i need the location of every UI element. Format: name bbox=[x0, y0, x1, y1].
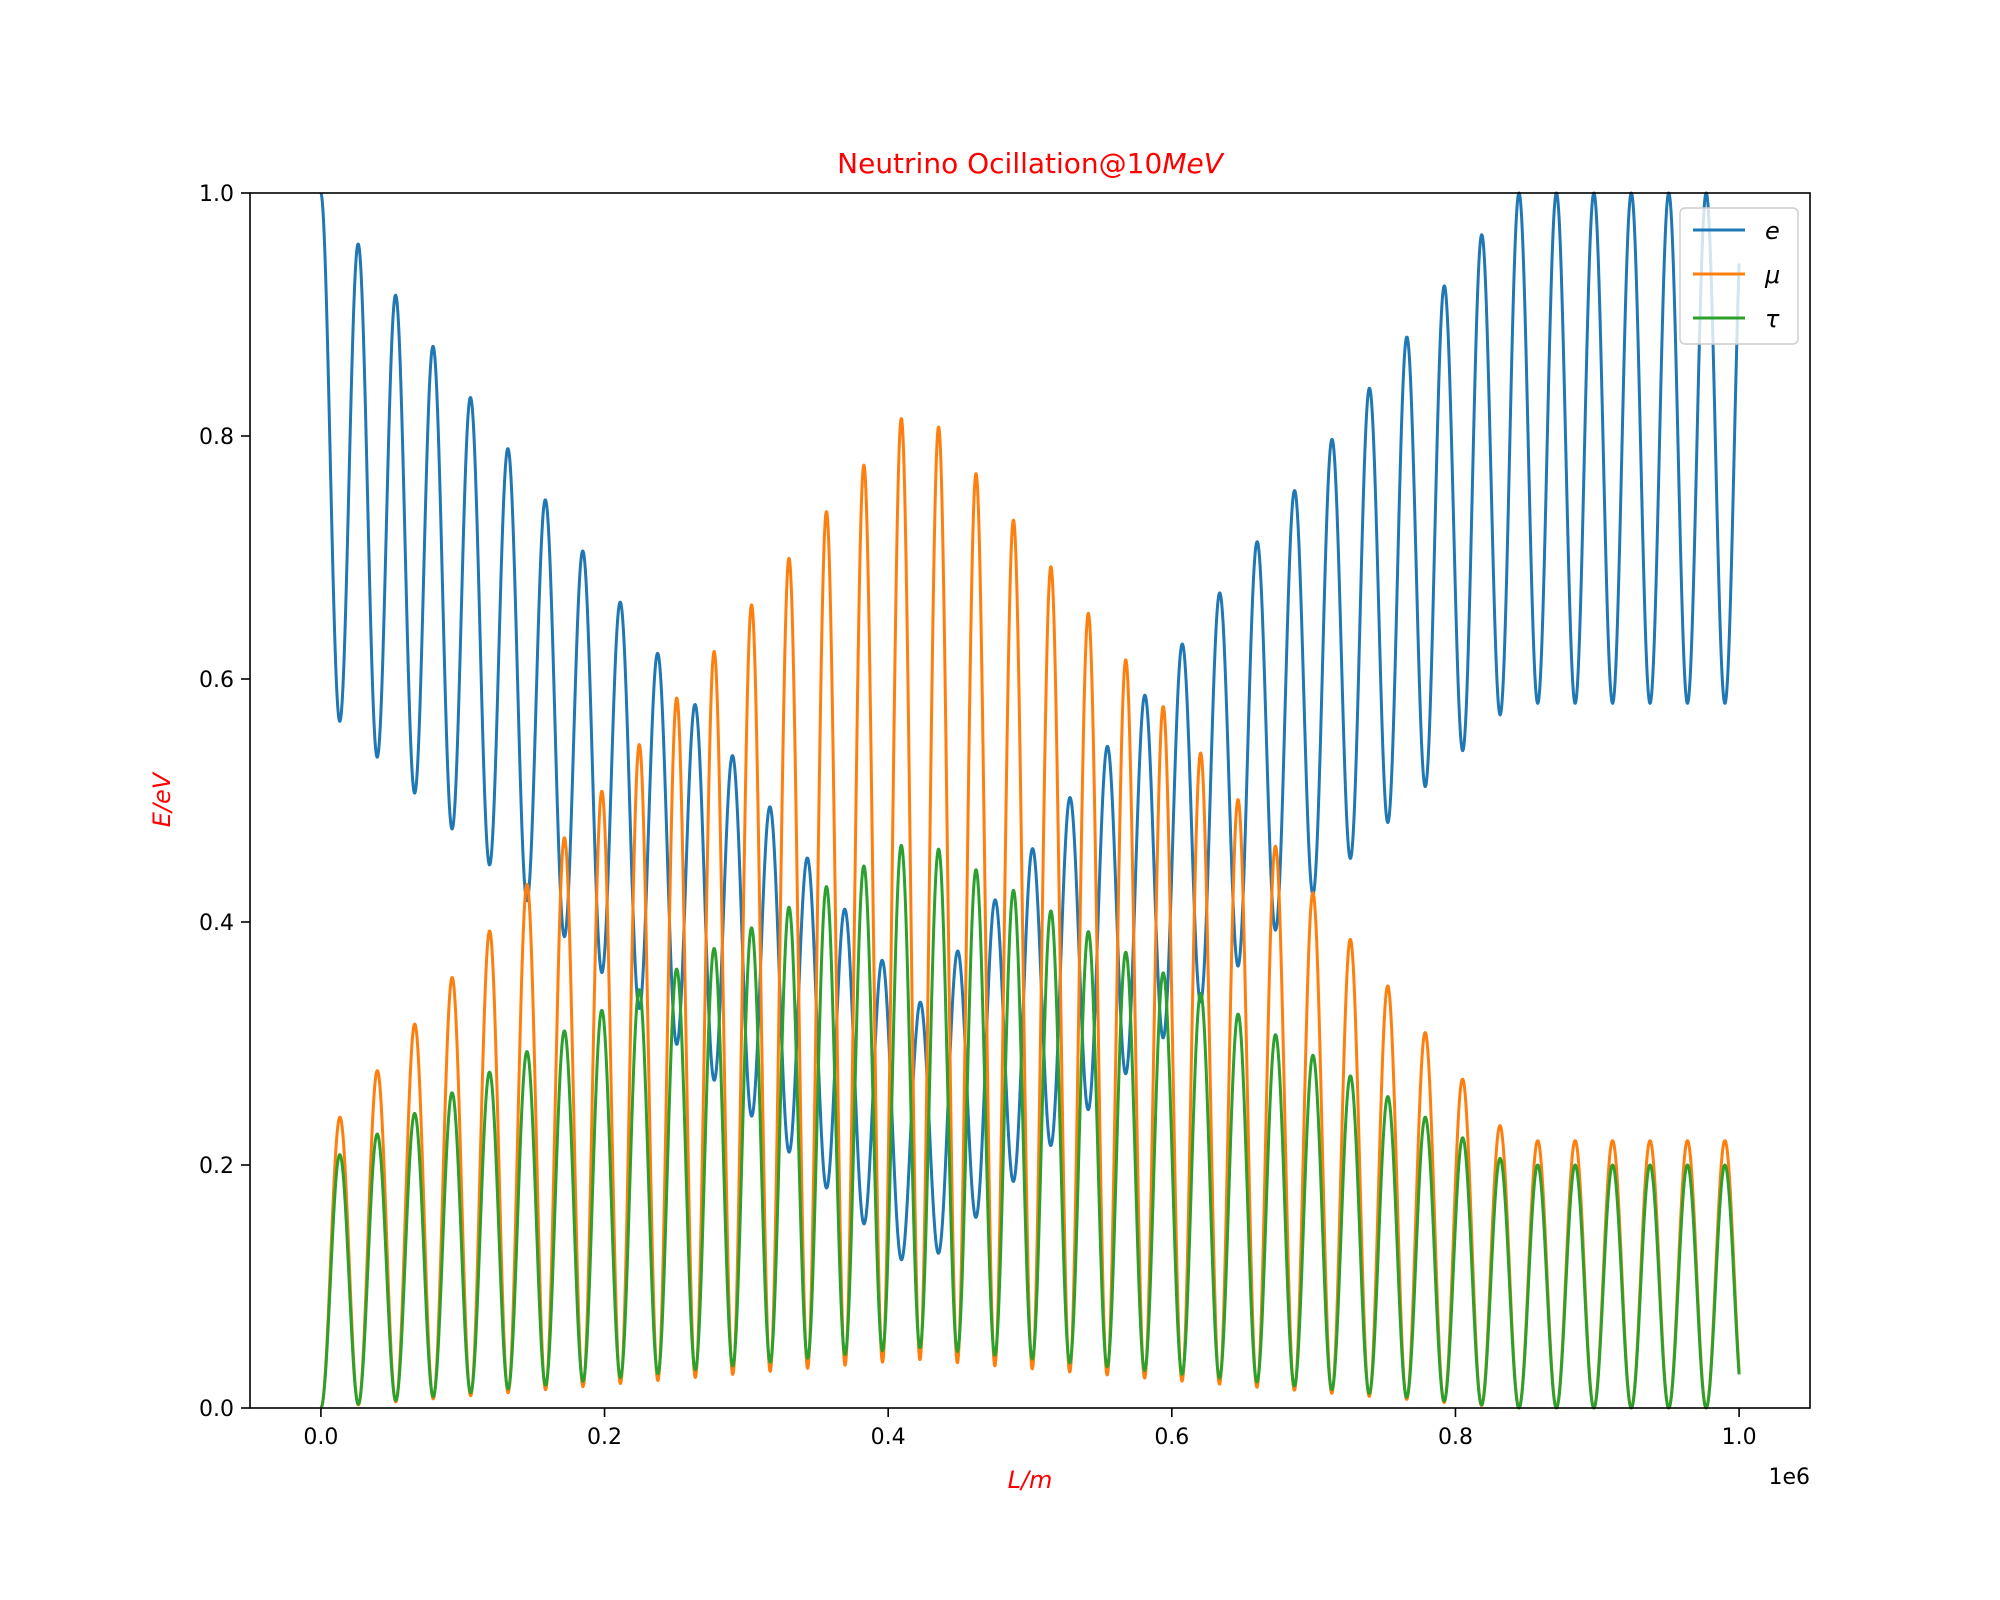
legend-frame bbox=[1679, 207, 1799, 345]
y-tick-label: 0.8 bbox=[199, 425, 234, 450]
x-axis-title: L/m bbox=[1008, 1466, 1053, 1494]
legend: eμτ bbox=[1679, 207, 1799, 345]
x-axis-ticks: 0.0 0.2 0.4 0.6 0.8 1.0 bbox=[303, 1408, 1757, 1450]
chart-title-prefix: Neutrino Ocillation@10 bbox=[837, 147, 1162, 180]
chart-title: Neutrino Ocillation@10MeV bbox=[837, 147, 1225, 180]
y-tick-label: 1.0 bbox=[199, 182, 234, 207]
y-tick-label: 0.6 bbox=[199, 668, 234, 693]
legend-label: μ bbox=[1764, 261, 1780, 289]
x-tick-label: 0.8 bbox=[1438, 1425, 1473, 1450]
chart-title-suffix: MeV bbox=[1162, 147, 1224, 180]
x-tick-label: 0.2 bbox=[587, 1425, 622, 1450]
series-line-tau bbox=[319, 843, 1741, 1410]
y-tick-label: 0.0 bbox=[199, 1397, 234, 1422]
x-tick-label: 0.6 bbox=[1154, 1425, 1189, 1450]
y-axis-title: E/eV bbox=[148, 771, 176, 827]
x-tick-label: 0.4 bbox=[871, 1425, 906, 1450]
legend-label: e bbox=[1765, 217, 1780, 245]
x-tick-label: 0.0 bbox=[303, 1425, 338, 1450]
x-offset-label: 1e6 bbox=[1768, 1465, 1810, 1490]
y-axis-ticks: 0.0 0.2 0.4 0.6 0.8 1.0 bbox=[199, 182, 250, 1422]
legend-label: τ bbox=[1765, 305, 1780, 333]
plot-series-group bbox=[319, 191, 1741, 1410]
plot-frame bbox=[249, 192, 1811, 1409]
x-tick-label: 1.0 bbox=[1722, 1425, 1757, 1450]
y-tick-label: 0.2 bbox=[199, 1154, 234, 1179]
y-tick-label: 0.4 bbox=[199, 911, 234, 936]
series-line-e bbox=[319, 191, 1741, 1262]
